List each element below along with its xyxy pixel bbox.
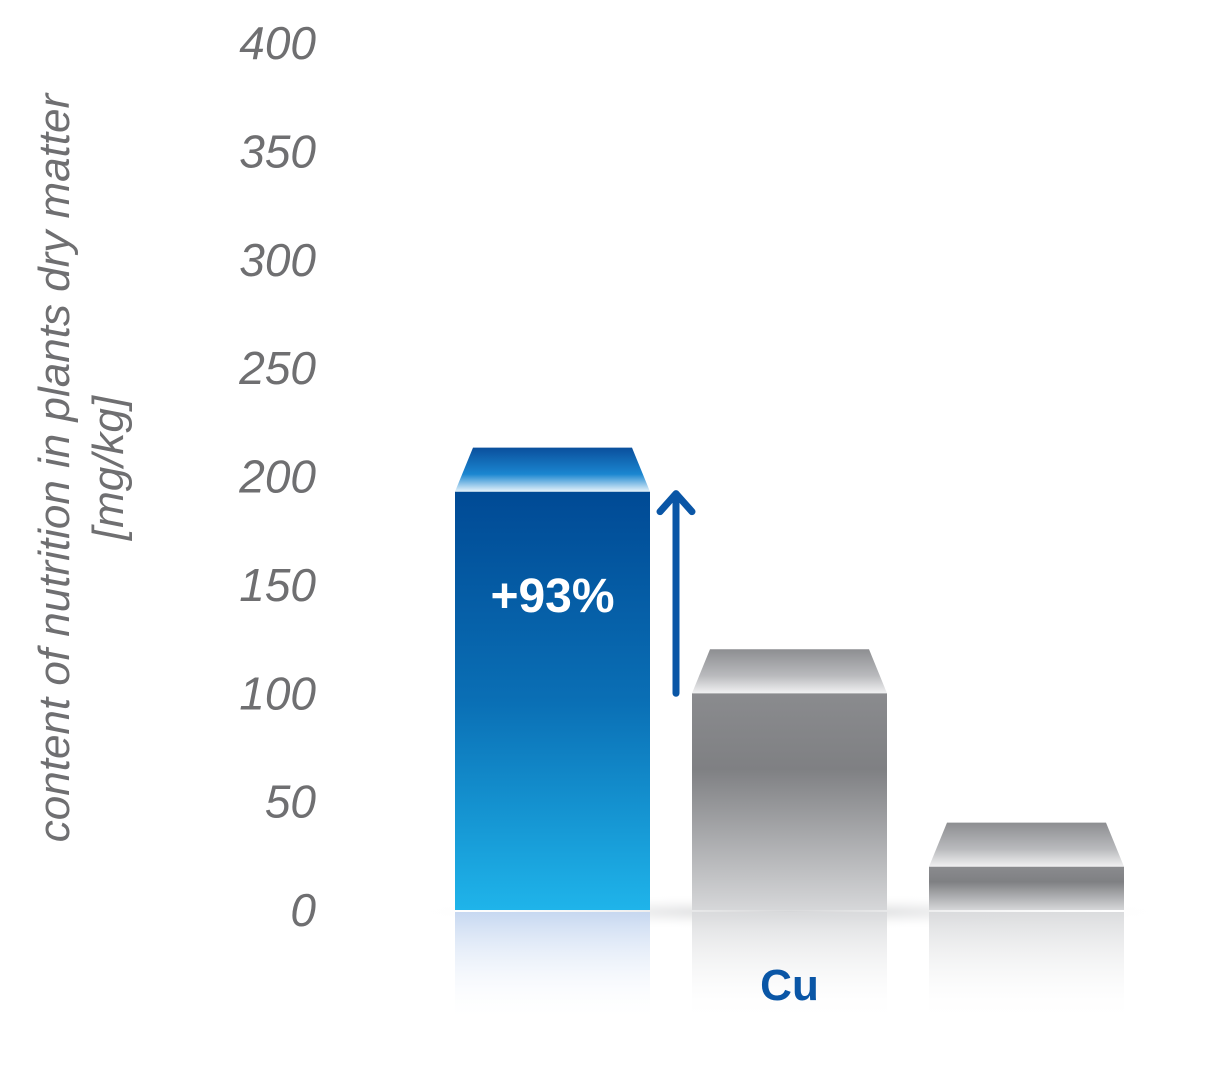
y-tick-label: 400 [239, 17, 316, 69]
y-tick-label: 150 [239, 559, 316, 611]
bar-cap [455, 447, 650, 492]
bar-reflection [929, 912, 1124, 1022]
category-label: Cu [760, 961, 819, 1010]
increase-arrow-icon [656, 490, 696, 697]
y-tick-label: 100 [239, 667, 316, 719]
bar-cap [692, 649, 887, 694]
y-tick-label: 0 [290, 884, 316, 936]
y-tick-label: 50 [265, 776, 317, 828]
bar-body [929, 866, 1124, 910]
bar-reflection [455, 912, 650, 1022]
bar-reflection [692, 912, 887, 1022]
bar [692, 649, 887, 910]
y-tick-label: 200 [238, 451, 316, 503]
bar-body [692, 693, 887, 910]
bar [455, 447, 650, 910]
y-tick-label: 300 [239, 234, 316, 286]
bar [929, 822, 1124, 910]
arrow-head [656, 490, 696, 516]
y-tick-label: 250 [238, 342, 316, 394]
bar-body [455, 491, 650, 910]
y-axis-title-line-1: content of nutrition in plants dry matte… [30, 93, 79, 843]
y-axis-title-line-2: [mg/kg] [84, 395, 133, 541]
y-tick-label: 350 [239, 125, 316, 177]
bar-cap [929, 822, 1124, 867]
percent-increase-label: +93% [490, 570, 614, 623]
